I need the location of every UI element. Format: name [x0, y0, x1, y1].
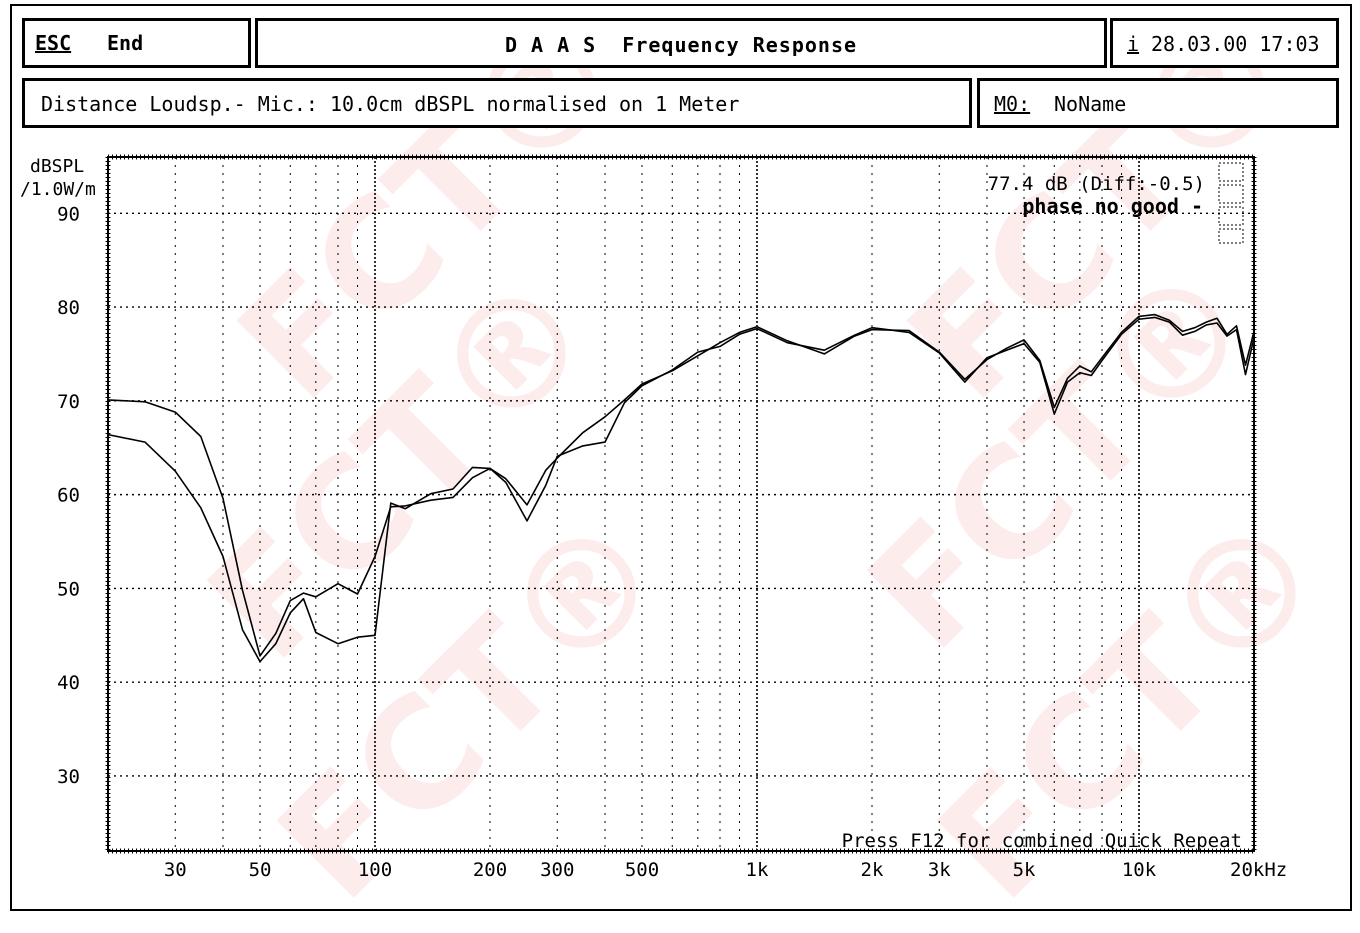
x-tick-label: 20kHz [1230, 859, 1287, 881]
scrollbar-indicator [1218, 162, 1244, 244]
info-icon[interactable]: i [1127, 32, 1140, 56]
y-tick-label: 50 [57, 578, 80, 600]
scrollbar-slot [1218, 184, 1244, 204]
plot-area [107, 156, 1255, 852]
scrollbar-slot [1218, 206, 1244, 226]
end-label[interactable]: End [107, 31, 144, 55]
x-tick-label: 3k [928, 859, 951, 881]
phase-annotation: phase no good - [1022, 194, 1203, 218]
y-axis-label: dBSPL [30, 156, 84, 177]
x-tick-label: 5k [1013, 859, 1036, 881]
esc-end-button[interactable]: ESC End [22, 18, 251, 68]
scrollbar-slot [1218, 162, 1244, 182]
distance-text: Distance Loudsp.- Mic.: 10.0cm dBSPL nor… [41, 92, 740, 116]
datetime-box[interactable]: i 28.03.00 17:03 [1110, 18, 1339, 68]
x-tick-label: 500 [625, 859, 659, 881]
x-tick-label: 2k [861, 859, 884, 881]
series-line-1 [107, 313, 1255, 657]
esc-key-label[interactable]: ESC [35, 31, 72, 55]
x-tick-label: 300 [540, 859, 574, 881]
page-title: D A A S Frequency Response [504, 33, 858, 57]
y-tick-label: 60 [57, 485, 80, 507]
x-tick-label: 30 [164, 859, 187, 881]
title-bar: D A A S Frequency Response [255, 18, 1107, 68]
memory-slot[interactable]: M0: NoName [977, 78, 1339, 128]
y-tick-label: 90 [57, 203, 80, 225]
y-axis-unit: /1.0W/m [20, 179, 96, 200]
series-line-2 [107, 316, 1255, 663]
x-tick-label: 1k [746, 859, 769, 881]
chart-grid [105, 154, 1257, 854]
chart-series [107, 313, 1255, 663]
x-tick-label: 100 [358, 859, 392, 881]
window-frame [10, 4, 1352, 911]
x-tick-label: 10k [1122, 859, 1157, 881]
y-tick-label: 70 [57, 391, 80, 413]
memory-name: NoName [1054, 92, 1127, 116]
y-tick-label: 80 [57, 297, 80, 319]
level-annotation: 77.4 dB (Diff:-0.5) [988, 173, 1205, 195]
x-tick-label: 200 [473, 859, 507, 881]
y-tick-label: 40 [57, 672, 80, 694]
x-tick-label: 50 [249, 859, 272, 881]
measurement-info: Distance Loudsp.- Mic.: 10.0cm dBSPL nor… [22, 78, 972, 128]
datetime: 28.03.00 17:03 [1151, 32, 1320, 56]
y-tick-label: 30 [57, 766, 80, 788]
scrollbar-slot [1218, 228, 1244, 244]
quick-repeat-hint: Press F12 for combined Quick Repeat [842, 830, 1242, 852]
chart-ticks: 30 40 50 60 70 80 90 30 50 100 200 300 500 1k 2k 3k 5k 10… [57, 203, 1287, 881]
memory-label[interactable]: M0: [994, 92, 1031, 116]
